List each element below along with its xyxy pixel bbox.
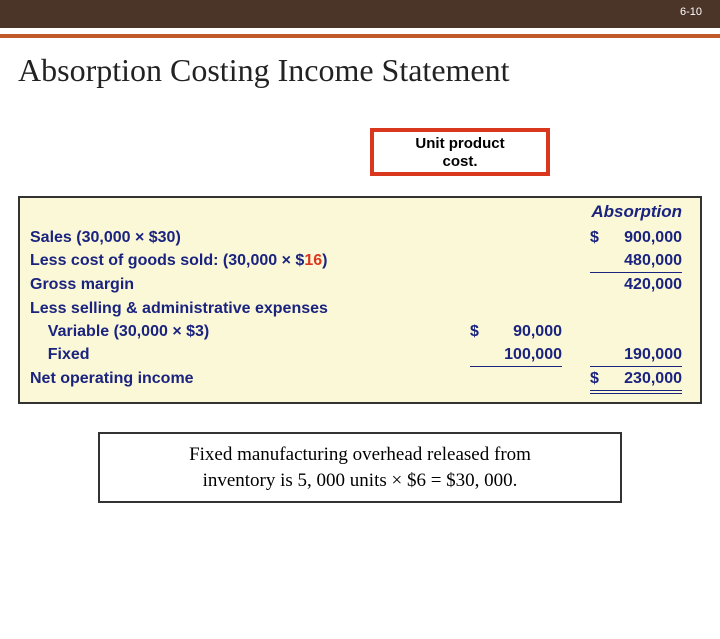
table-header: Absorption <box>30 202 690 226</box>
callout-fixed-overhead: Fixed manufacturing overhead released fr… <box>98 432 622 503</box>
row-mid: $90,000 <box>470 320 580 343</box>
row-mid <box>470 249 580 273</box>
row-right: 420,000 <box>580 273 690 296</box>
bottom-line1: Fixed manufacturing overhead released fr… <box>106 442 614 468</box>
table-row: Fixed100,000190,000 <box>30 343 690 367</box>
row-label: Variable (30,000 × $3) <box>30 320 470 343</box>
callout-line2: cost. <box>374 153 546 171</box>
row-right: $900,000 <box>580 226 690 249</box>
callout-unit-product-cost: Unit product cost. <box>370 128 550 176</box>
table-row: Gross margin 420,000 <box>30 273 690 296</box>
header-absorption: Absorption <box>591 202 682 221</box>
row-mid <box>470 273 580 296</box>
table-row: Sales (30,000 × $30) $900,000 <box>30 226 690 249</box>
row-right: 480,000 <box>580 249 690 273</box>
row-right: $230,000 <box>580 367 690 394</box>
row-label: Net operating income <box>30 367 470 394</box>
callout-line1: Unit product <box>374 135 546 153</box>
bottom-line2: inventory is 5, 000 units × $6 = $30, 00… <box>106 468 614 494</box>
table-row: Variable (30,000 × $3)$90,000 <box>30 320 690 343</box>
row-mid <box>470 226 580 249</box>
row-mid <box>470 367 580 394</box>
top-bar: 6-10 <box>0 0 720 28</box>
row-label: Fixed <box>30 343 470 367</box>
row-label: Sales (30,000 × $30) <box>30 226 470 249</box>
row-mid: 100,000 <box>470 343 580 367</box>
table-row: Less selling & administrative expenses <box>30 297 690 320</box>
income-statement-table: Absorption Sales (30,000 × $30)$900,000L… <box>18 196 702 404</box>
row-right: 190,000 <box>580 343 690 367</box>
row-mid <box>470 297 580 320</box>
row-right <box>580 297 690 320</box>
table-row: Less cost of goods sold: (30,000 × $16) 4… <box>30 249 690 273</box>
row-label: Less cost of goods sold: (30,000 × $16) <box>30 249 470 273</box>
slide-title: Absorption Costing Income Statement <box>0 38 720 99</box>
table-row: Net operating income $230,000 <box>30 367 690 394</box>
row-label: Less selling & administrative expenses <box>30 297 470 320</box>
row-right <box>580 320 690 343</box>
row-label: Gross margin <box>30 273 470 296</box>
page-number: 6-10 <box>680 6 702 18</box>
